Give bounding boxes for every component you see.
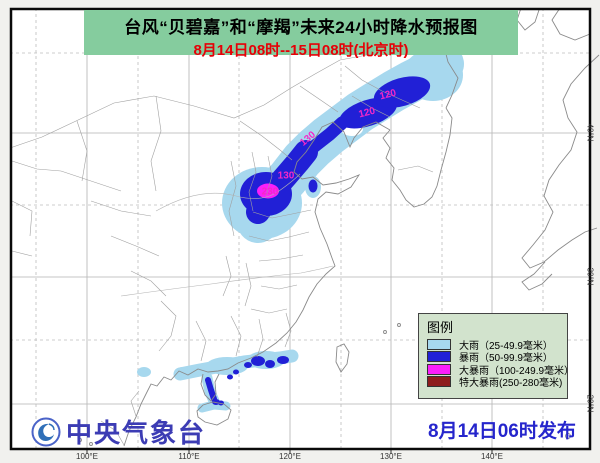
extreme-rainstorm-swatch [427,376,451,388]
title-bar: 台风“贝碧嘉”和“摩羯”未来24小时降水预报图 8月14日08时--15日08时… [84,10,518,59]
map-frame [9,7,592,451]
heavy-rain-swatch [427,338,451,350]
isohyet-label: 130 [277,170,295,182]
issued-time: 8月14日06时发布 [428,421,576,442]
legend-box: 图例 大雨（25-49.9毫米） 暴雨（50-99.9毫米） 大暴雨（100-2… [418,313,574,399]
legend-title: 图例 [427,320,454,335]
axis-ticks [86,450,493,454]
lon-tick-label: 140°E [481,452,503,461]
lat-tick-label: 20°N [585,394,595,413]
lon-tick-label: 110°E [178,452,200,461]
rain-area-rainstorm [205,76,431,406]
rainstorm-swatch [427,351,451,363]
lon-tick-label: 100°E [76,452,98,461]
agency-name: 中央气象台 [66,418,207,448]
lat-tick-label: 30°N [585,267,595,286]
rain-area-severe-core [257,183,279,199]
legend-item-severe: 大暴雨（100-249.9毫米） [427,363,574,377]
legend-item-extreme: 特大暴雨(250-280毫米) [427,376,567,389]
legend-item-heavy: 大雨（25-49.9毫米） [427,338,567,352]
map-title: 台风“贝碧嘉”和“摩羯”未来24小时降水预报图 [124,18,478,37]
lat-tick-label: 40°N [585,123,595,142]
legend-item-rainstorm: 暴雨（50-99.9毫米） [427,351,567,364]
cma-swirl-icon [31,417,61,446]
map-valid-period: 8月14日08时--15日08时(北京时) [193,42,409,59]
lon-tick-label: 120°E [279,452,301,461]
rivers [120,173,334,297]
agency-branding: 中央气象台 [30,413,206,450]
severe-rainstorm-swatch [427,363,451,375]
isohyet-label: 230 [261,186,279,198]
lon-tick-label: 130°E [380,452,402,461]
